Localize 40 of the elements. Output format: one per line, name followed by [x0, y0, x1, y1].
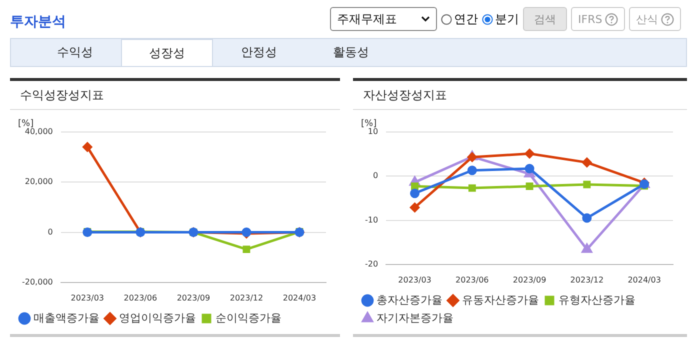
- y-tick-label: 0: [372, 171, 378, 180]
- x-tick-label: 2023/09: [512, 275, 546, 284]
- x-tick-label: 2023/12: [570, 275, 604, 284]
- legend-label: 유형자산증가율: [558, 293, 636, 306]
- legend-label: 유동자산증가율: [462, 293, 539, 306]
- y-axis-title: [%]: [361, 118, 377, 129]
- legend-label: 영업이익증가율: [119, 311, 196, 324]
- x-tick-label: 2024/03: [628, 275, 661, 284]
- x-tick-label: 2023/12: [230, 293, 264, 302]
- y-tick-label: 40,000: [24, 127, 53, 136]
- chart-title: 수익성장성지표: [10, 81, 340, 110]
- x-tick-label: 2023/03: [70, 293, 104, 302]
- y-tick-label: -10: [364, 215, 378, 224]
- x-tick-label: 2023/06: [456, 275, 489, 284]
- chart-title: 자산성장성지표: [353, 81, 687, 110]
- y-axis-title: [%]: [18, 118, 34, 129]
- text: 검색: [523, 7, 567, 31]
- y-tick-label: -20: [364, 259, 378, 268]
- x-tick-label: 2023/03: [398, 275, 432, 284]
- y-tick-label: -20,000: [22, 277, 53, 286]
- legend-label: 순이익증가율: [216, 311, 282, 324]
- legend-label: 매출액증가율: [34, 311, 100, 324]
- legend-label: 자기자본증가율: [376, 311, 454, 324]
- text: 성장성: [121, 39, 213, 66]
- x-tick-label: 2024/03: [282, 293, 316, 302]
- x-tick-label: 2023/06: [124, 293, 158, 302]
- text: 주재무제표: [337, 10, 397, 28]
- y-tick-label: 20,000: [24, 177, 53, 186]
- text: 분기: [494, 10, 519, 28]
- text: 수익성: [56, 44, 94, 61]
- text: IFRS: [571, 7, 626, 31]
- text: 안정성: [240, 44, 278, 61]
- y-tick-label: 10: [368, 127, 378, 136]
- text: 산식: [629, 7, 682, 31]
- y-tick-label: 0: [48, 227, 53, 236]
- x-tick-label: 2023/09: [176, 293, 210, 302]
- text: 투자분석: [10, 13, 66, 31]
- text: 활동성: [332, 44, 370, 61]
- text: 연간: [453, 10, 478, 28]
- legend-label: 총자산증가율: [376, 293, 442, 306]
